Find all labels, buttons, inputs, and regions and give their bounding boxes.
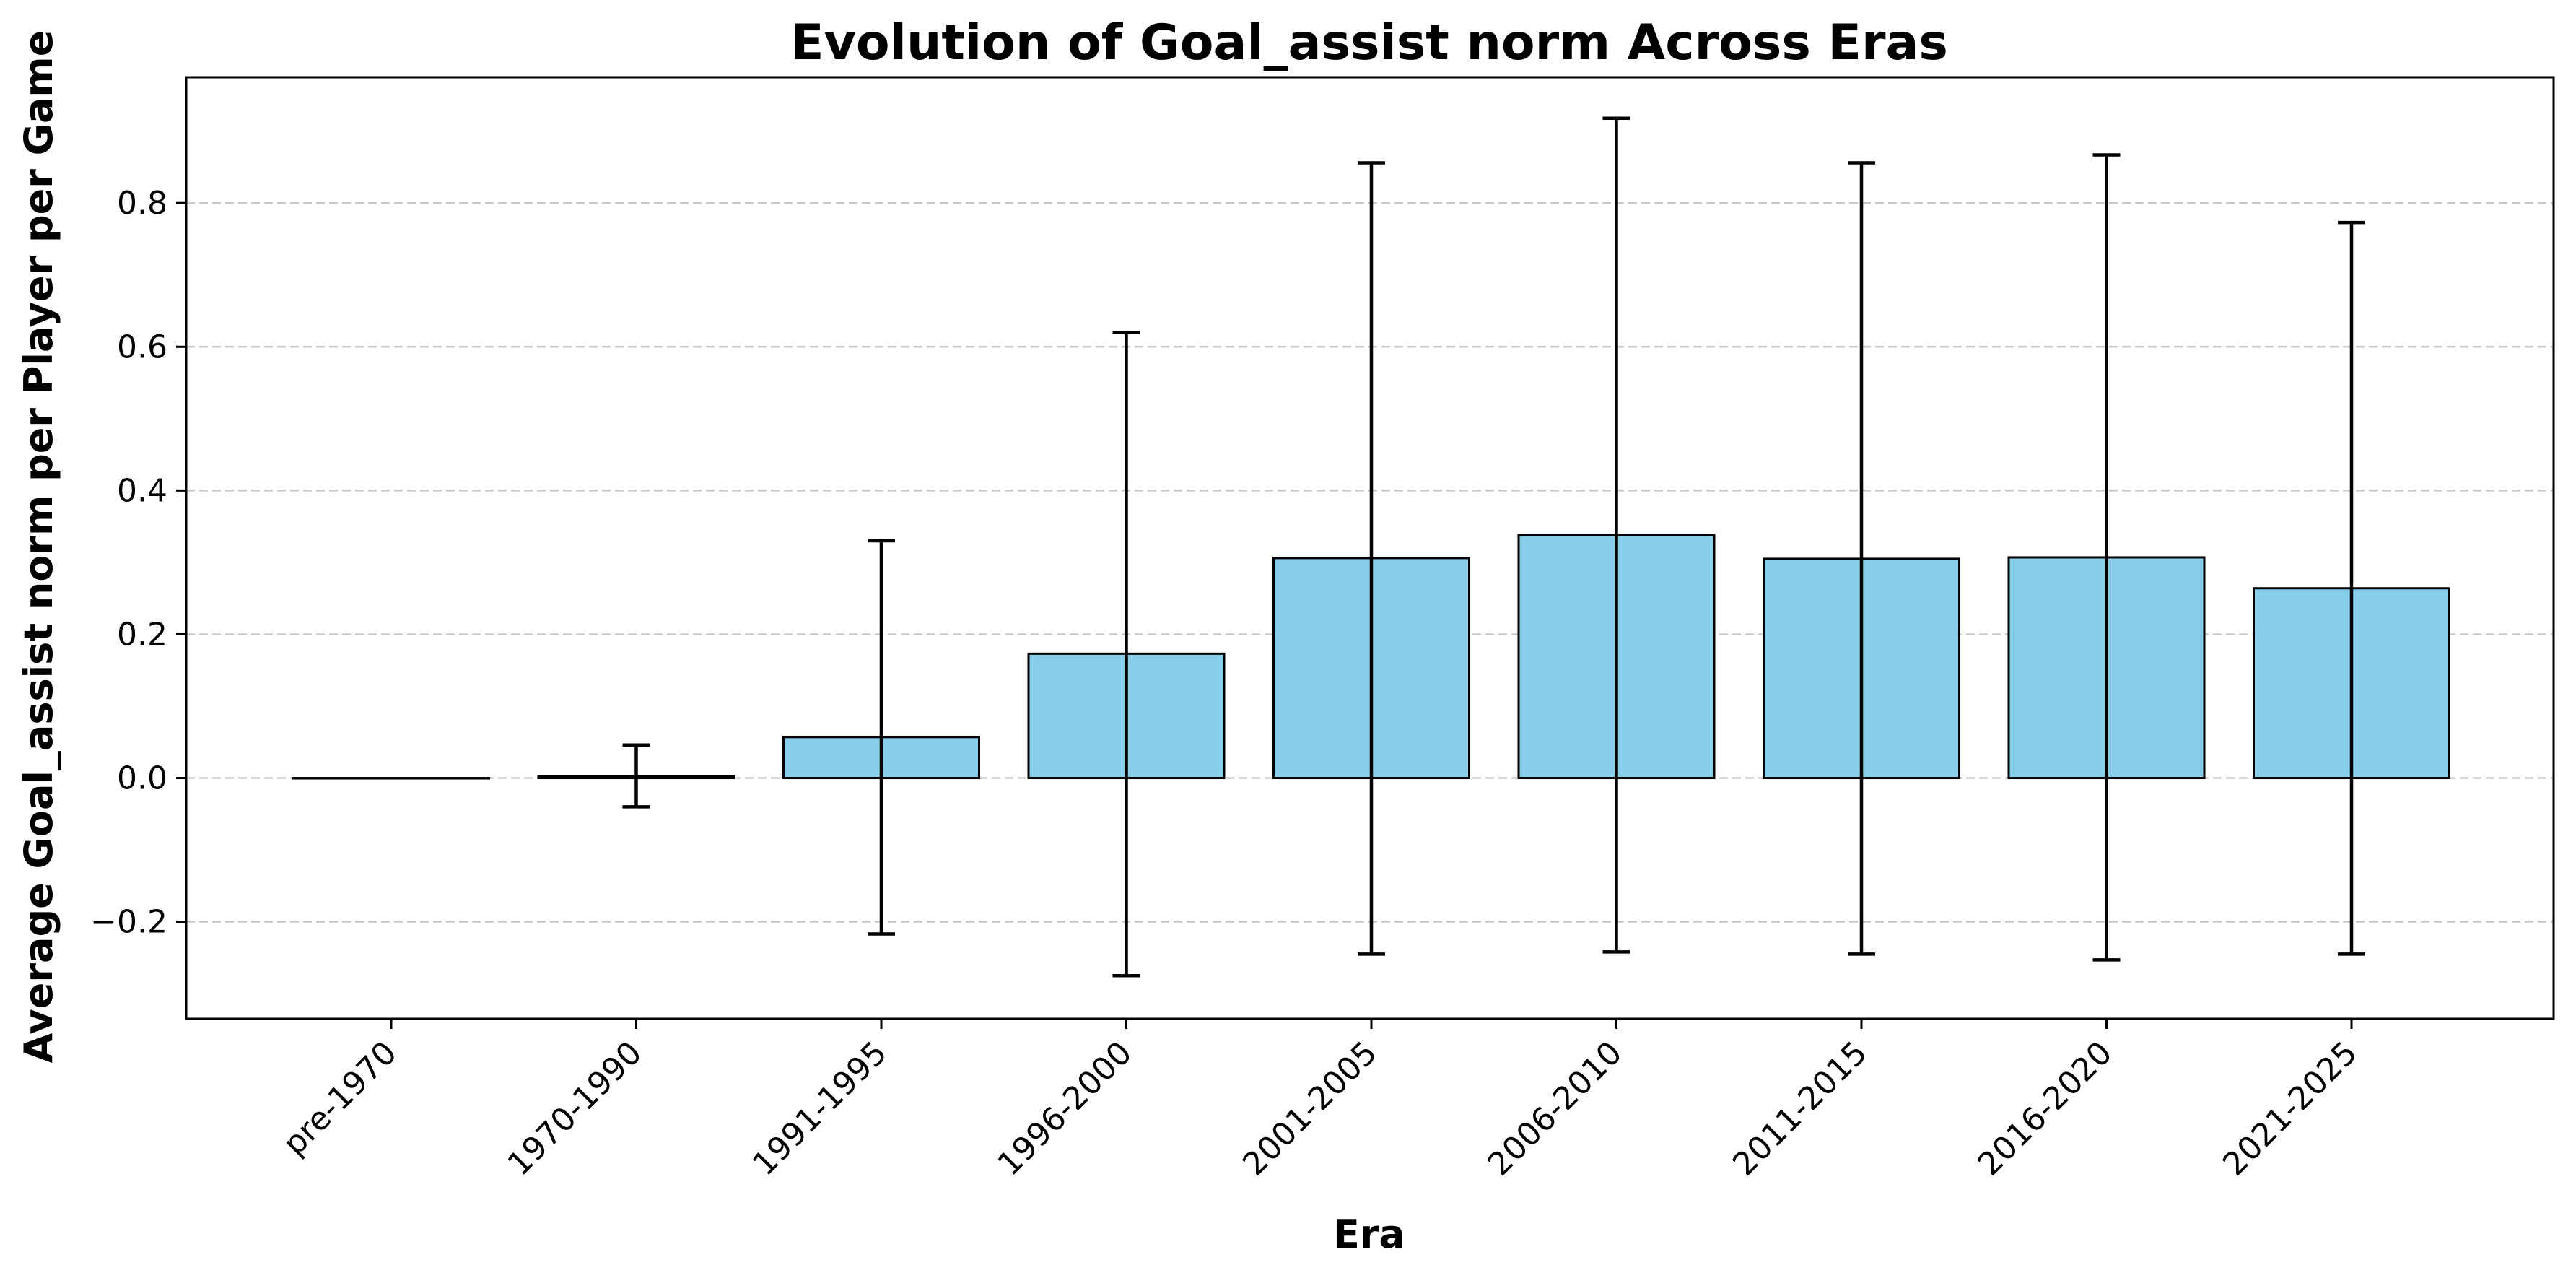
- y-tick-label: 0.0: [117, 760, 167, 797]
- x-ticks-layer: pre-1970 1970-1990 1991-1995 1996-2000 2001-…: [276, 1019, 2365, 1183]
- bar: [292, 777, 490, 780]
- y-tick-label: 0.8: [117, 185, 167, 222]
- x-tick-label: 2021-2025: [2216, 1035, 2365, 1183]
- plot-frame: [185, 76, 2555, 1020]
- x-tick-label: 2006-2010: [1481, 1035, 1630, 1183]
- y-tick-label: −0.2: [90, 904, 167, 941]
- y-tick-label: 0.6: [117, 329, 167, 365]
- x-tick-label: 2016-2020: [1971, 1035, 2120, 1183]
- x-tick-label: pre-1970: [276, 1035, 403, 1162]
- y-ticks-layer: −0.2 0.0 0.2 0.4 0.6 0.8: [90, 185, 186, 941]
- y-tick-label: 0.2: [117, 616, 167, 653]
- chart-title: Evolution of Goal_assist norm Across Era…: [790, 14, 1948, 71]
- y-tick-label: 0.4: [117, 472, 167, 509]
- y-axis-label: Average Goal_assist norm per Player per …: [16, 30, 61, 1064]
- x-axis-label: Era: [1333, 1212, 1405, 1257]
- x-tick-label: 1991-1995: [746, 1035, 894, 1183]
- x-tick-label: 2011-2015: [1726, 1035, 1874, 1183]
- x-tick-label: 1970-1990: [501, 1035, 650, 1183]
- x-tick-label: 1996-2000: [991, 1035, 1140, 1183]
- errorbars-layer: [622, 116, 2365, 978]
- x-tick-label: 2001-2005: [1236, 1035, 1384, 1183]
